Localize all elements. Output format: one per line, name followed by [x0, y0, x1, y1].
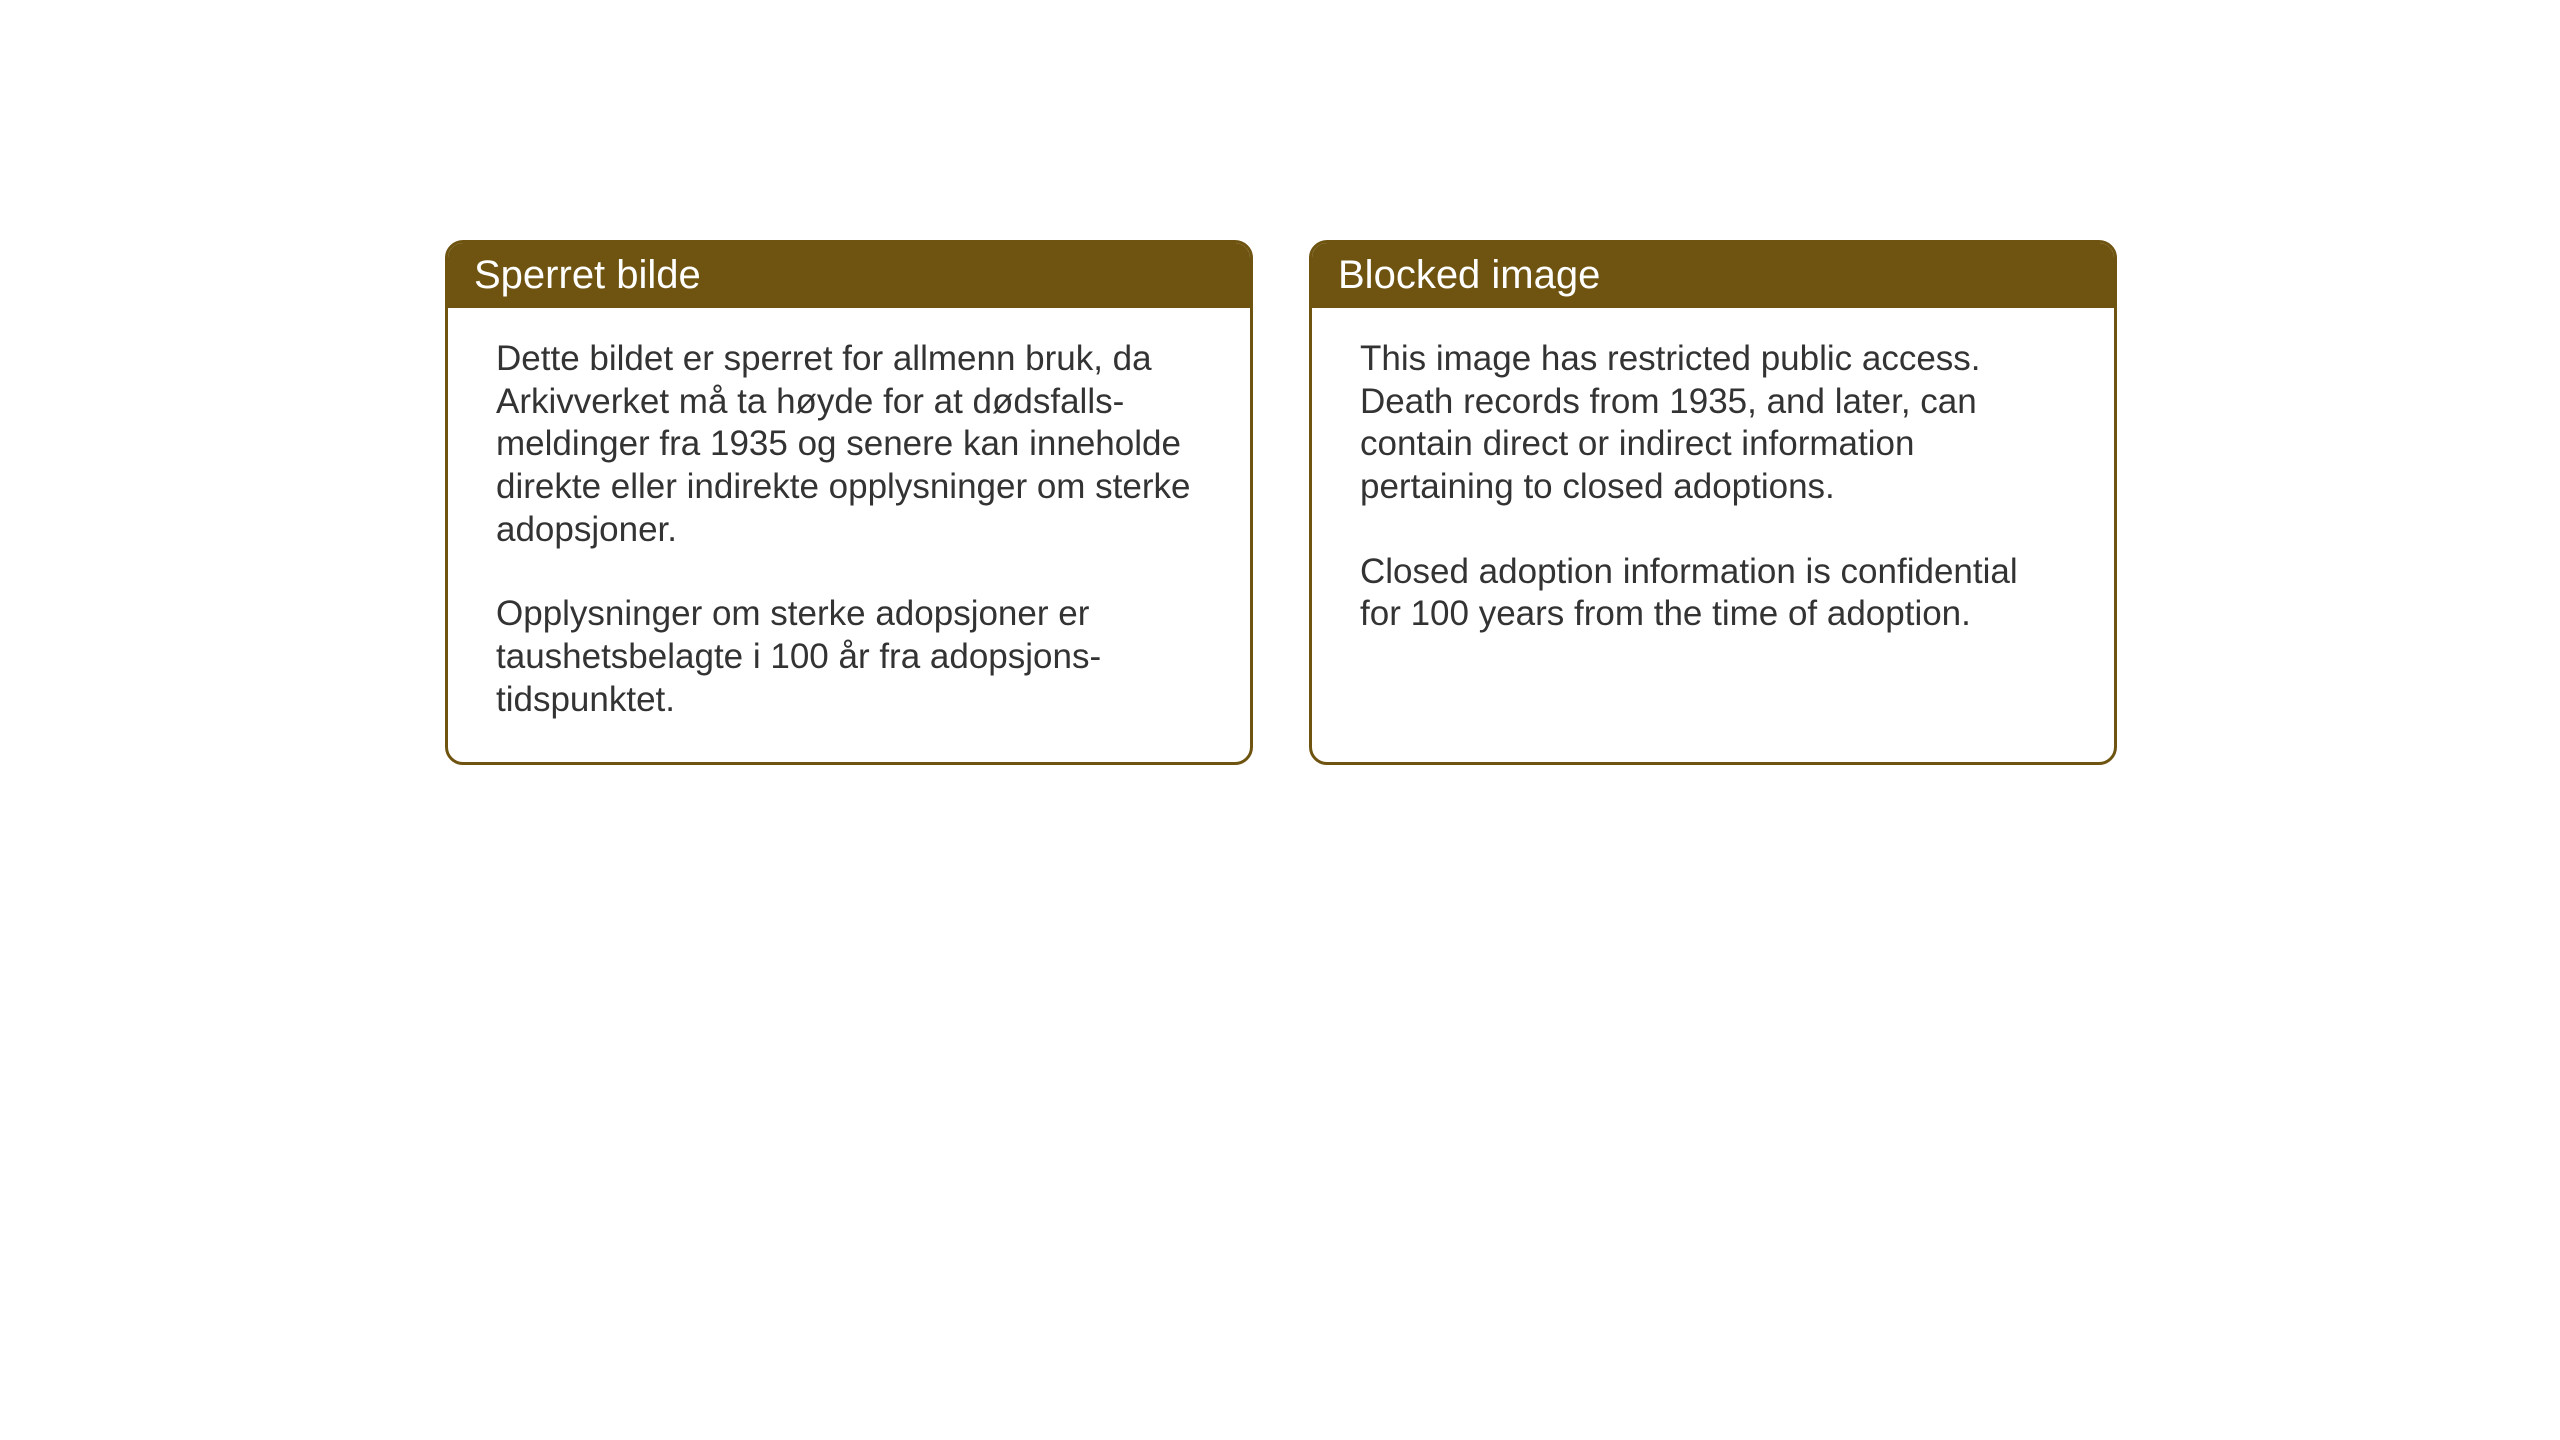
notice-box-norwegian: Sperret bilde Dette bildet er sperret fo…: [445, 240, 1253, 765]
notice-box-english: Blocked image This image has restricted …: [1309, 240, 2117, 765]
notice-container: Sperret bilde Dette bildet er sperret fo…: [445, 240, 2117, 765]
notice-paragraph: Dette bildet er sperret for allmenn bruk…: [496, 338, 1202, 551]
notice-paragraph: Opplysninger om sterke adopsjoner er tau…: [496, 593, 1202, 721]
notice-body-english: This image has restricted public access.…: [1312, 308, 2114, 676]
notice-header-english: Blocked image: [1312, 243, 2114, 308]
notice-body-norwegian: Dette bildet er sperret for allmenn bruk…: [448, 308, 1250, 762]
notice-header-norwegian: Sperret bilde: [448, 243, 1250, 308]
notice-paragraph: Closed adoption information is confident…: [1360, 551, 2066, 636]
notice-paragraph: This image has restricted public access.…: [1360, 338, 2066, 509]
